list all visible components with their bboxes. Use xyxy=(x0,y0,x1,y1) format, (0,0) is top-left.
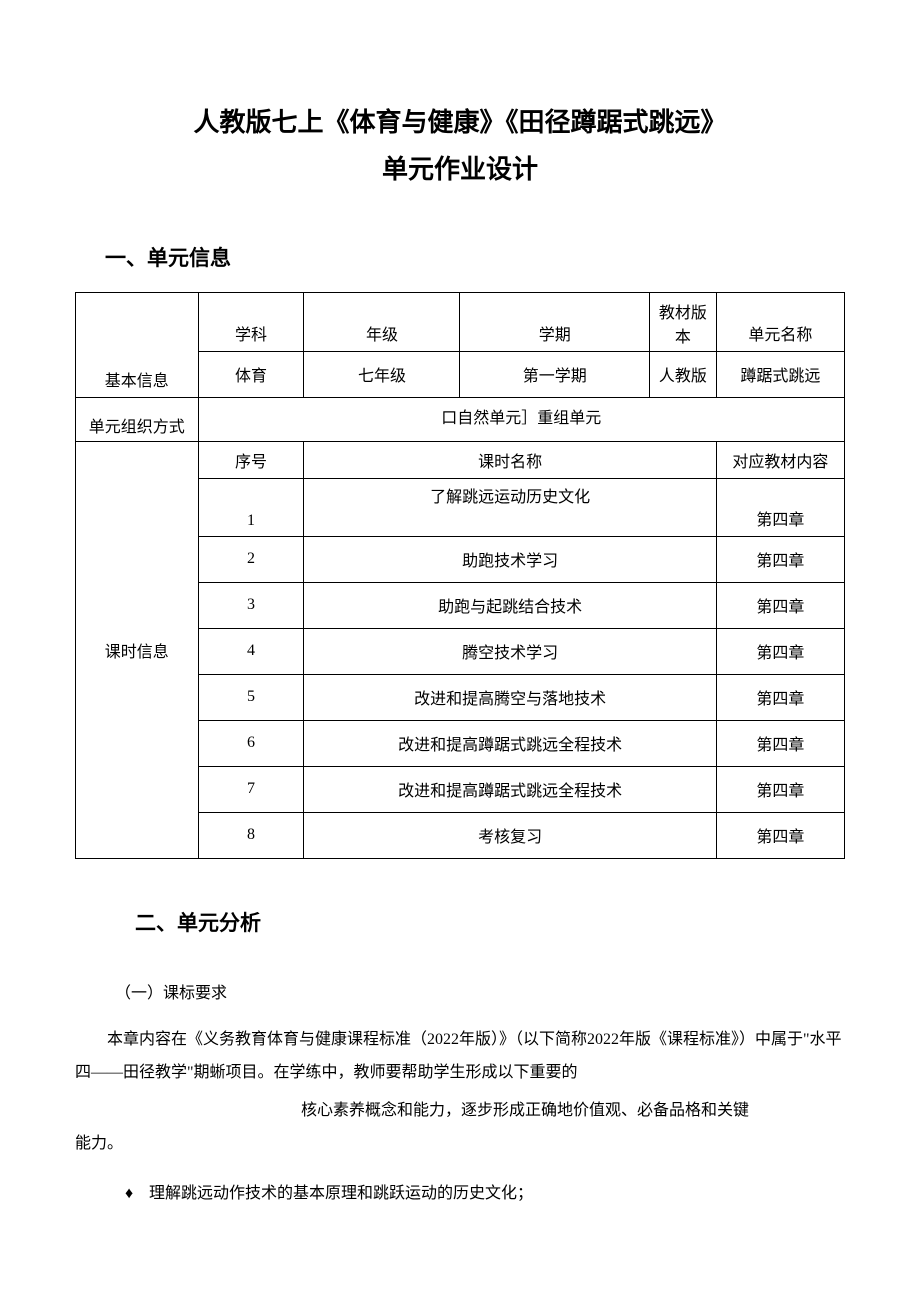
lesson-seq: 1 xyxy=(198,478,304,536)
lesson-content: 第四章 xyxy=(716,812,844,858)
document-title-line1: 人教版七上《体育与健康》《田径蹲踞式跳远》 xyxy=(75,100,845,147)
section2-body: （一）课标要求 本章内容在《义务教育体育与健康课程标准（2022年版）》（以下简… xyxy=(75,979,845,1211)
paragraph-text: 本章内容在《义务教育体育与健康课程标准（2022年版）》（以下简称2022年版《… xyxy=(75,1023,845,1090)
bullet-item: ♦ 理解跳远动作技术的基本原理和跳跃运动的历史文化； xyxy=(125,1177,845,1211)
lesson-content: 第四章 xyxy=(716,766,844,812)
lesson-seq: 3 xyxy=(198,582,304,628)
header-grade: 年级 xyxy=(304,292,460,351)
unit-info-table: 基本信息 学科 年级 学期 教材版本 单元名称 体育 七年级 第一学期 人教版 … xyxy=(75,292,845,859)
lesson-seq: 4 xyxy=(198,628,304,674)
paragraph-text-end: 能力。 xyxy=(75,1127,845,1161)
lesson-header-seq: 序号 xyxy=(198,441,304,478)
lesson-content: 第四章 xyxy=(716,536,844,582)
bullet-text: 理解跳远动作技术的基本原理和跳跃运动的历史文化； xyxy=(149,1185,533,1202)
lesson-name: 改进和提高蹲踞式跳远全程技术 xyxy=(304,720,716,766)
unit-org-label: 单元组织方式 xyxy=(76,397,199,441)
value-subject: 体育 xyxy=(198,351,304,397)
lesson-name: 了解跳远运动历史文化 xyxy=(304,478,716,536)
lesson-content: 第四章 xyxy=(716,720,844,766)
lesson-content: 第四章 xyxy=(716,582,844,628)
section2-heading: 二、单元分析 xyxy=(135,907,845,937)
lesson-content: 第四章 xyxy=(716,674,844,720)
header-semester: 学期 xyxy=(460,292,649,351)
lesson-seq: 2 xyxy=(198,536,304,582)
lesson-seq: 8 xyxy=(198,812,304,858)
value-textbook-version: 人教版 xyxy=(649,351,716,397)
paragraph-text-cont: 核心素养概念和能力，逐步形成正确地价值观、必备品格和关键 xyxy=(205,1094,845,1128)
lesson-seq: 5 xyxy=(198,674,304,720)
lesson-name: 考核复习 xyxy=(304,812,716,858)
header-subject: 学科 xyxy=(198,292,304,351)
lesson-content: 第四章 xyxy=(716,628,844,674)
basic-info-label: 基本信息 xyxy=(76,292,199,397)
unit-org-value: 口自然单元］重组单元 xyxy=(198,397,844,441)
lesson-name: 改进和提高蹲踞式跳远全程技术 xyxy=(304,766,716,812)
lesson-header-content: 对应教材内容 xyxy=(716,441,844,478)
lesson-name: 腾空技术学习 xyxy=(304,628,716,674)
header-textbook-version: 教材版本 xyxy=(649,292,716,351)
header-unit-name: 单元名称 xyxy=(716,292,844,351)
value-semester: 第一学期 xyxy=(460,351,649,397)
diamond-icon: ♦ xyxy=(125,1177,145,1211)
lesson-seq: 6 xyxy=(198,720,304,766)
lesson-content: 第四章 xyxy=(716,478,844,536)
lesson-name: 助跑与起跳结合技术 xyxy=(304,582,716,628)
value-unit-name: 蹲踞式跳远 xyxy=(716,351,844,397)
lesson-header-name: 课时名称 xyxy=(304,441,716,478)
lesson-seq: 7 xyxy=(198,766,304,812)
lesson-info-label: 课时信息 xyxy=(76,441,199,858)
lesson-name: 助跑技术学习 xyxy=(304,536,716,582)
lesson-name: 改进和提高腾空与落地技术 xyxy=(304,674,716,720)
subsection-label: （一）课标要求 xyxy=(115,979,845,1003)
document-title-line2: 单元作业设计 xyxy=(75,147,845,194)
value-grade: 七年级 xyxy=(304,351,460,397)
section1-heading: 一、单元信息 xyxy=(105,242,845,272)
